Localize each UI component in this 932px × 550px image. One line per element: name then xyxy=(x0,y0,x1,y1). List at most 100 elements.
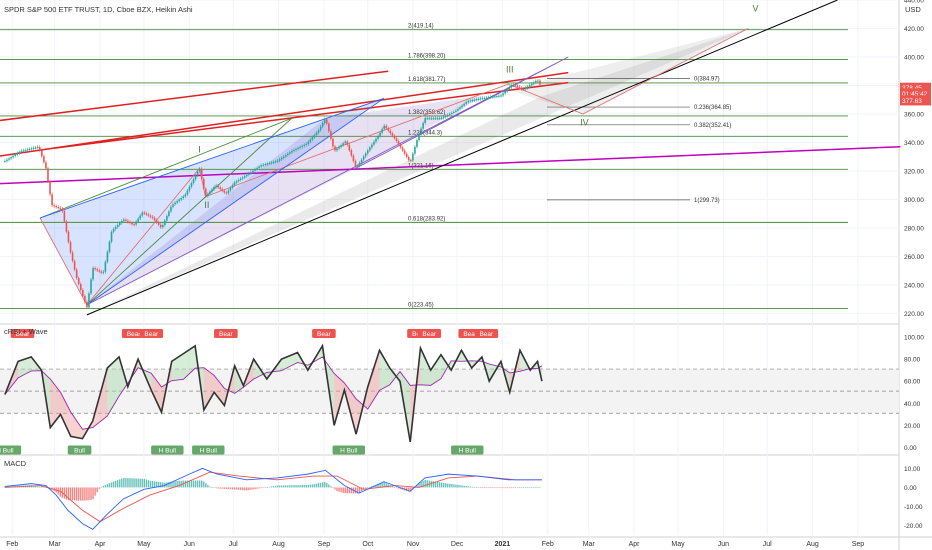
candle-body xyxy=(268,163,271,165)
candle-body xyxy=(344,141,347,144)
candle-body xyxy=(38,146,41,151)
macd-histogram-bar xyxy=(488,487,490,489)
macd-histogram-bar xyxy=(383,482,385,488)
macd-histogram-bar xyxy=(145,479,148,488)
candle-body xyxy=(498,95,500,97)
x-tick-label: Mar xyxy=(49,541,62,548)
macd-histogram-bar xyxy=(162,482,164,488)
macd-histogram-bar xyxy=(242,487,244,491)
macd-histogram-bar xyxy=(239,487,242,490)
macd-histogram-bar xyxy=(319,482,322,488)
red-channel-top xyxy=(0,70,389,122)
candle-body xyxy=(434,118,437,120)
candle-body xyxy=(313,134,316,138)
candle-body xyxy=(86,301,88,308)
candle-body xyxy=(522,89,525,91)
macd-histogram-bar xyxy=(289,485,291,488)
fib-extension-label: 1.382(358.62) xyxy=(408,110,445,116)
magenta-trend xyxy=(0,146,901,185)
macd-histogram-bar xyxy=(451,484,453,488)
candle-body xyxy=(260,165,262,167)
candle-body xyxy=(336,148,338,151)
macd-histogram-bar xyxy=(63,487,66,499)
macd-histogram-bar xyxy=(422,480,424,488)
candle-body xyxy=(75,269,78,278)
candle-body xyxy=(18,152,21,154)
macd-histogram-bar xyxy=(217,487,219,489)
labels: SPDR S&P 500 ETF TRUST, 1D, Cboe BZX, He… xyxy=(4,5,921,468)
candle-body xyxy=(463,103,465,106)
currency-label: USD xyxy=(905,5,921,14)
macd-histogram-bar xyxy=(309,484,312,488)
macd-histogram-bar xyxy=(467,486,469,488)
crsi-pane-title: cRSI + Wave xyxy=(4,327,48,336)
macd-tick-label: 10.00 xyxy=(904,466,921,473)
candle-body xyxy=(100,271,103,273)
candle-body xyxy=(106,251,109,262)
signal-badge xyxy=(139,329,164,339)
macd-histogram-bar xyxy=(237,487,240,490)
y-tick-label: 320.00 xyxy=(904,168,924,175)
macd-histogram-bar xyxy=(45,485,47,488)
candle-body xyxy=(233,182,236,186)
candle-body xyxy=(356,165,359,167)
macd-histogram-bar xyxy=(498,487,500,489)
macd-histogram-bar xyxy=(440,482,443,488)
signal-badge-label: Bull xyxy=(74,447,85,454)
candle-body xyxy=(412,153,414,161)
macd-histogram-bar xyxy=(268,486,271,488)
candle-body xyxy=(424,118,426,123)
candle-body xyxy=(239,178,242,180)
candle-body xyxy=(94,268,96,270)
candle-body xyxy=(198,168,201,172)
macd-histogram-bar xyxy=(453,484,455,488)
macd-histogram-bar xyxy=(188,480,191,488)
candle-body xyxy=(471,100,474,102)
macd-histogram-bar xyxy=(143,478,146,488)
candle-body xyxy=(299,146,301,148)
candle-body xyxy=(79,283,82,290)
x-tick-label: May xyxy=(671,541,685,548)
candle-body xyxy=(186,190,189,195)
x-tick-label: Feb xyxy=(6,541,18,548)
candle-body xyxy=(375,138,377,142)
macd-histogram-bar xyxy=(414,487,416,488)
candle-body xyxy=(250,172,252,174)
macd-histogram-bar xyxy=(78,487,80,501)
macd-histogram-bar xyxy=(100,486,102,488)
macd-histogram-bar xyxy=(4,486,6,488)
macd-histogram-bar xyxy=(137,478,139,488)
candle-body xyxy=(397,141,400,145)
signal-badge xyxy=(192,445,225,455)
macd-histogram-bar xyxy=(342,487,344,493)
crsi-pane: BearBearBearBearBearBearBearBearBearH Bu… xyxy=(0,329,899,455)
macd-histogram-bar xyxy=(301,485,303,488)
candle-body xyxy=(330,131,332,139)
macd-histogram-bar xyxy=(174,481,176,488)
candle-body xyxy=(135,221,137,225)
crsi-shade xyxy=(334,373,345,426)
candle-body xyxy=(489,96,492,98)
macd-histogram-bar xyxy=(172,481,174,488)
macd-histogram-bar xyxy=(125,478,127,488)
candle-body xyxy=(309,139,312,142)
macd-histogram-bar xyxy=(92,487,94,500)
candle-body xyxy=(348,144,351,151)
candle-body xyxy=(65,221,68,232)
candle-body xyxy=(235,181,238,183)
macd-histogram-bar xyxy=(235,487,238,490)
candle-body xyxy=(231,185,234,188)
x-tick-label: 2021 xyxy=(495,541,511,548)
macd-histogram-bar xyxy=(358,487,361,493)
candle-body xyxy=(354,161,357,167)
candle-body xyxy=(114,227,117,230)
candle-body xyxy=(432,118,435,120)
candle-body xyxy=(174,202,176,205)
macd-histogram-bar xyxy=(264,487,266,489)
macd-histogram-bar xyxy=(338,487,340,492)
macd-histogram-bar xyxy=(276,485,279,488)
macd-histogram-bar xyxy=(537,487,539,489)
